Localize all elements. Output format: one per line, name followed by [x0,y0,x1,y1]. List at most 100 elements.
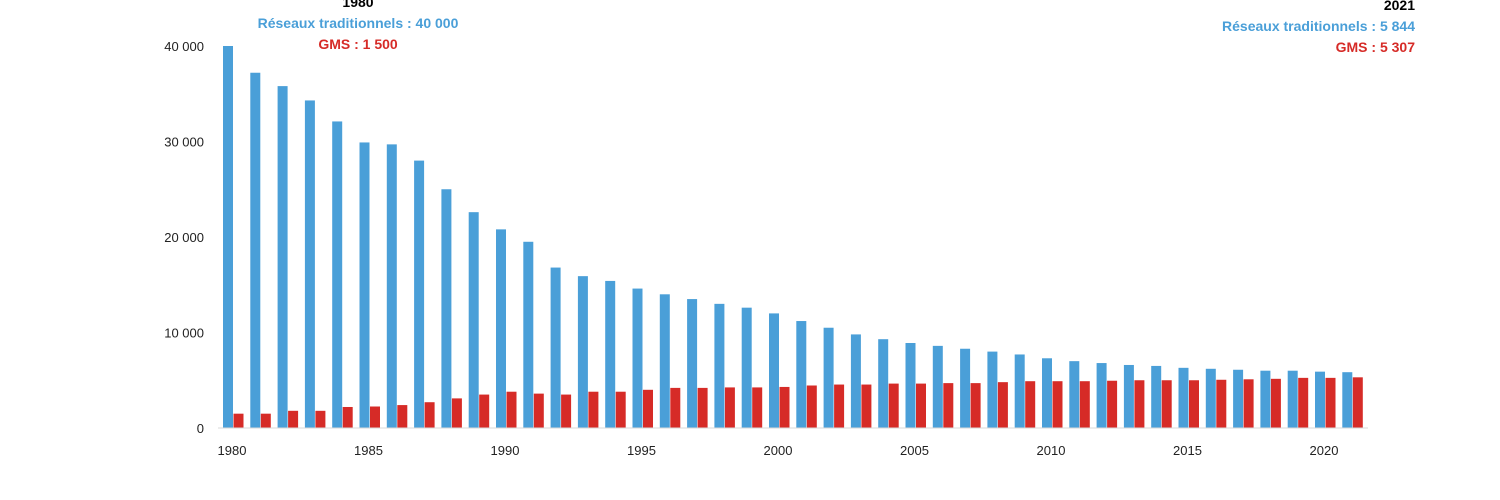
bar-gms-2005 [916,383,926,428]
bar-gms-2017 [1243,379,1254,428]
bar-gms-1989 [479,394,490,428]
bar-gms-1987 [424,402,435,428]
bar-traditional-2016 [1205,368,1216,428]
bar-gms-1994 [615,391,626,428]
bar-gms-2013 [1134,380,1145,428]
bar-traditional-1988 [441,189,452,428]
bar-gms-1998 [724,387,735,428]
x-tick-label: 1995 [627,443,656,458]
bar-traditional-2011 [1069,361,1080,428]
bar-traditional-1998 [714,303,725,428]
bar-gms-1993 [588,391,599,428]
bar-traditional-1999 [741,307,752,428]
annotation-start-year: 1980 [342,0,374,10]
bar-gms-1986 [397,405,408,428]
bar-gms-2006 [943,383,954,428]
bar-gms-1990 [506,391,517,428]
bar-traditional-1990 [496,229,506,428]
bar-gms-2004 [888,383,899,428]
bar-traditional-2005 [905,343,916,428]
bar-gms-1980 [233,413,244,428]
bar-gms-1981 [260,413,271,428]
bar-traditional-1983 [304,100,315,428]
bar-traditional-1997 [687,299,698,428]
bar-traditional-2007 [960,348,971,428]
annotation-end-gms: GMS : 5 307 [1335,39,1415,55]
y-tick-label: 40 000 [164,39,204,54]
bar-gms-2019 [1298,377,1309,428]
bar-traditional-1987 [414,160,425,428]
bar-gms-2015 [1189,380,1199,428]
bar-traditional-2020 [1315,371,1325,428]
x-tick-label: 2020 [1310,443,1339,458]
bar-gms-2018 [1270,378,1281,428]
bar-traditional-2014 [1151,365,1162,428]
bar-traditional-2002 [823,327,834,428]
annotation-start-traditional: Réseaux traditionnels : 40 000 [257,15,459,31]
bar-gms-2020 [1325,377,1336,428]
annotation-start-gms: GMS : 1 500 [318,36,398,52]
x-tick-label: 2015 [1173,443,1202,458]
bar-traditional-1985 [359,142,370,428]
bar-gms-2014 [1161,380,1172,428]
x-tick-label: 1980 [218,443,247,458]
bar-gms-1991 [533,393,544,428]
bars [223,46,1363,429]
y-tick-label: 20 000 [164,230,204,245]
y-tick-label: 0 [197,421,204,436]
bar-gms-1997 [697,387,708,428]
bar-gms-2002 [834,384,845,428]
bar-traditional-1996 [659,294,670,428]
bar-traditional-1993 [577,276,588,428]
bar-gms-2000 [779,386,790,428]
bar-traditional-2017 [1233,369,1244,428]
x-tick-label: 2000 [764,443,793,458]
bar-traditional-2015 [1178,367,1189,428]
bar-gms-2007 [970,383,981,428]
bar-gms-1984 [342,406,353,428]
bar-traditional-1980 [223,46,233,428]
bar-traditional-1992 [550,267,561,428]
bar-gms-1999 [752,387,763,428]
bar-traditional-1984 [332,121,343,428]
bar-traditional-2006 [932,345,943,428]
bar-traditional-2000 [769,313,779,428]
bar-traditional-2008 [987,351,998,428]
bar-gms-2003 [861,384,872,428]
bar-gms-2021 [1352,377,1363,428]
bar-gms-1988 [451,398,462,428]
annotation-end-year: 2021 [1383,0,1415,13]
y-tick-label: 30 000 [164,135,204,150]
bar-gms-1996 [670,387,681,428]
bar-traditional-1995 [632,288,643,428]
bar-gms-1985 [370,406,380,428]
bar-traditional-2010 [1042,358,1052,428]
bar-traditional-2018 [1260,370,1271,428]
bar-traditional-1981 [250,72,261,429]
bar-gms-2010 [1052,381,1063,428]
x-axis: 1980 1985 1990 1995 2000 2005 2010 2015 2020 [218,443,1339,458]
x-tick-label: 2010 [1037,443,1066,458]
bar-traditional-2013 [1123,364,1134,428]
bar-traditional-2019 [1287,370,1298,428]
bar-traditional-2003 [850,334,861,428]
x-tick-label: 2005 [900,443,929,458]
bar-traditional-2009 [1014,354,1025,428]
x-tick-label: 1985 [354,443,383,458]
bar-traditional-1986 [386,144,397,428]
bar-traditional-1994 [605,280,616,428]
x-tick-label: 1990 [491,443,520,458]
bar-gms-2012 [1107,380,1118,428]
bar-gms-2008 [997,382,1008,428]
bar-gms-1983 [315,410,326,428]
bar-traditional-1989 [468,212,479,428]
bar-traditional-2004 [878,339,889,428]
bar-traditional-2012 [1096,363,1107,428]
y-tick-label: 10 000 [164,326,204,341]
bar-traditional-2021 [1342,372,1353,428]
annotation-start: 1980 Réseaux traditionnels : 40 000 GMS … [253,0,463,55]
bar-gms-1982 [288,410,299,428]
bar-traditional-1982 [277,86,288,429]
bar-gms-2001 [806,385,817,428]
